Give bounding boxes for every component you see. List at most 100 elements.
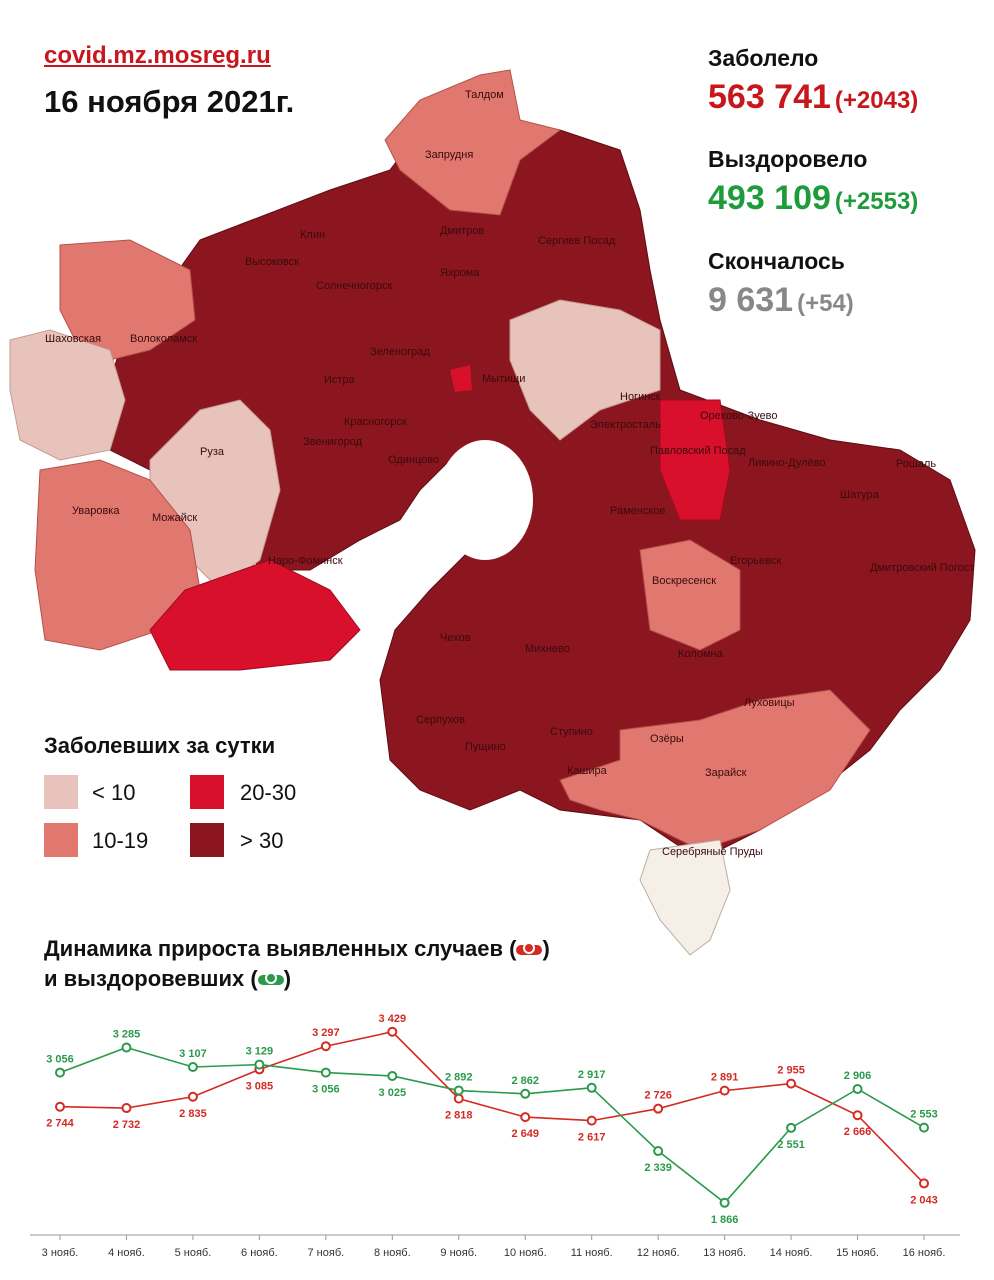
map-region-red-spot	[450, 365, 472, 392]
legend-title: Заболевших за сутки	[44, 733, 276, 758]
cases-point	[520, 1112, 531, 1123]
x-tick-label: 8 нояб.	[374, 1247, 411, 1259]
recovered-point	[55, 1067, 65, 1078]
recovered-data-label: 2 917	[578, 1069, 606, 1081]
recovered-data-label: 3 107	[179, 1048, 207, 1060]
city-label: Воскресенск	[652, 575, 716, 587]
city-label: Волоколамск	[130, 333, 197, 345]
recovered-point	[254, 1059, 265, 1070]
x-tick-label: 12 нояб.	[637, 1247, 680, 1259]
cases-point	[453, 1093, 464, 1104]
x-tick-label: 9 нояб.	[440, 1247, 477, 1259]
cases-data-label: 2 617	[578, 1132, 606, 1144]
dynamics-title-line2: и выздоровевших ()	[44, 966, 292, 991]
recovered-data-label: 3 129	[246, 1046, 274, 1058]
city-label: Сергиев Посад	[538, 235, 616, 247]
city-label: Клин	[300, 229, 325, 241]
city-label: Ликино-Дулёво	[748, 457, 826, 469]
x-tick-label: 14 нояб.	[770, 1247, 813, 1259]
recovered-value: 493 109 (+2553)	[708, 179, 918, 218]
deaths-label: Скончалось	[708, 248, 845, 274]
city-label: Уваровка	[72, 505, 120, 517]
map-region-serebryanye-prudy	[639, 839, 731, 956]
recovered-delta: (+2553)	[834, 188, 919, 215]
cases-point	[852, 1110, 863, 1121]
city-label: Серпухов	[416, 714, 465, 726]
map-region-northwest	[59, 239, 196, 361]
recovered-point	[586, 1082, 597, 1093]
recovered-point	[786, 1122, 797, 1133]
cases-point	[55, 1101, 65, 1112]
recovered-label: Выздоровело	[708, 146, 868, 172]
cases-data-label: 2 835	[179, 1108, 207, 1120]
cases-data-label: 3 085	[246, 1080, 274, 1092]
recovered-point	[919, 1122, 929, 1133]
legend-swatch-10-19	[44, 823, 78, 857]
deaths-value: 9 631 (+54)	[708, 281, 854, 320]
recovered-data-label: 2 553	[910, 1109, 938, 1121]
infected-label: Заболело	[708, 45, 819, 71]
cases-data-label: 2 043	[910, 1194, 938, 1206]
recovered-point	[719, 1197, 730, 1208]
x-tick-label: 13 нояб.	[703, 1247, 746, 1259]
legend-label-gt30: > 30	[240, 828, 284, 853]
x-tick-label: 10 нояб.	[504, 1247, 547, 1259]
recovered-data-label: 1 866	[711, 1214, 739, 1226]
cases-series-line	[59, 1030, 925, 1184]
deaths-total: 9 631	[708, 281, 794, 319]
recovered-point	[653, 1146, 664, 1157]
cases-point	[320, 1041, 331, 1052]
city-label: Луховицы	[744, 697, 795, 709]
x-tick-label: 15 нояб.	[836, 1247, 879, 1259]
city-label: Ногинск	[620, 391, 661, 403]
infected-delta: (+2043)	[834, 87, 919, 114]
cases-point	[121, 1103, 132, 1114]
recovered-data-label: 2 339	[644, 1162, 672, 1174]
city-label: Можайск	[152, 512, 197, 524]
city-label: Рошаль	[896, 458, 936, 470]
cases-point	[387, 1026, 398, 1037]
city-label: Коломна	[678, 648, 724, 660]
city-label: Наро-Фоминск	[268, 555, 343, 567]
legend-label-lt10: < 10	[92, 780, 136, 805]
source-link[interactable]: covid.mz.mosreg.ru	[44, 42, 271, 69]
cases-data-label: 2 744	[46, 1118, 74, 1130]
x-tick-label: 16 нояб.	[903, 1247, 946, 1259]
recovered-data-label: 3 056	[46, 1054, 74, 1066]
recovered-point	[852, 1083, 863, 1094]
cases-data-label: 3 297	[312, 1027, 340, 1039]
recovered-data-label: 2 551	[777, 1139, 805, 1151]
x-tick-label: 11 нояб.	[571, 1247, 613, 1259]
dynamics-title-line1: Динамика прироста выявленных случаев ()	[44, 936, 550, 961]
recovered-data-label: 2 892	[445, 1072, 473, 1084]
infected-total: 563 741	[708, 78, 831, 116]
map-region-high	[99, 119, 976, 861]
legend-swatch-lt10	[44, 775, 78, 809]
cases-data-label: 2 818	[445, 1110, 473, 1122]
recovered-data-label: 2 862	[511, 1075, 539, 1087]
city-label: Павловский Посад	[650, 445, 746, 457]
x-tick-label: 3 нояб.	[42, 1247, 79, 1259]
city-label: Зарайск	[705, 767, 747, 779]
cases-point	[586, 1115, 597, 1126]
legend-label-10-19: 10-19	[92, 828, 149, 853]
city-label: Шатура	[840, 489, 880, 501]
recovered-total: 493 109	[708, 179, 831, 217]
city-label: Раменское	[610, 505, 666, 517]
city-label: Дмитров	[440, 225, 484, 237]
dynamics-line-chart: 3 нояб. 4 нояб. 5 нояб. 6 нояб. 7 нояб. 8 ноя…	[30, 1013, 960, 1259]
legend-swatch-20-30	[190, 775, 224, 809]
dynamics-title: Динамика прироста выявленных случаев () …	[44, 934, 550, 994]
x-tick-label: 6 нояб.	[241, 1247, 278, 1259]
cases-data-label: 2 649	[511, 1128, 539, 1140]
city-label: Шаховская	[45, 333, 101, 345]
city-label: Одинцово	[388, 454, 439, 466]
recovered-point	[187, 1061, 198, 1072]
moscow-oblast-map: Талдом Запрудня Клин Дмитров Сергиев Пос…	[9, 69, 976, 956]
recovered-marker-icon	[257, 972, 284, 986]
recovered-data-label: 3 056	[312, 1084, 340, 1096]
city-label: Красногорск	[344, 416, 407, 428]
x-tick-label: 7 нояб.	[308, 1247, 345, 1259]
city-label: Звенигород	[303, 436, 363, 448]
city-label: Михнево	[525, 643, 570, 655]
